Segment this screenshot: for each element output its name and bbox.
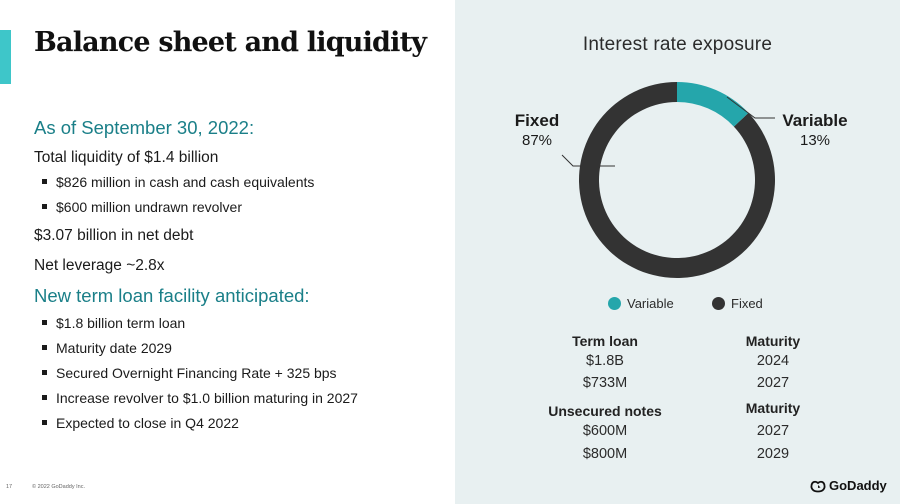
- legend-label-variable: Variable: [627, 296, 674, 311]
- variable-legend-dot: [608, 297, 621, 310]
- variable-slice-label: Variable 13%: [775, 110, 855, 150]
- term-loan-bullet: Secured Overnight Financing Rate + 325 b…: [34, 364, 444, 382]
- term-loan-maturity-header: Maturity: [745, 333, 801, 349]
- brand-logo: GoDaddy: [810, 478, 887, 493]
- term-loan-bullet: Maturity date 2029: [34, 339, 444, 357]
- term-loan-amount: $733M: [582, 375, 628, 391]
- unsecured-notes-maturity: 2027: [756, 423, 790, 439]
- term-loan-heading: New term loan facility anticipated:: [34, 285, 310, 306]
- term-loan-bullet: Expected to close in Q4 2022: [34, 414, 444, 432]
- net-debt-text: $3.07 billion in net debt: [34, 227, 194, 244]
- term-loan-bullet-list: $1.8 billion term loan Maturity date 202…: [34, 314, 444, 432]
- donut-slice-variable: [677, 82, 749, 127]
- interest-rate-panel: Interest rate exposure Fixed 87% Variabl…: [455, 0, 900, 504]
- total-liquidity-text: Total liquidity of $1.4 billion: [34, 149, 219, 166]
- term-loan-maturity: 2027: [756, 375, 790, 391]
- unsecured-notes-maturity-header: Maturity: [745, 400, 801, 416]
- net-leverage-text: Net leverage ~2.8x: [34, 257, 165, 274]
- leader-line-variable: [726, 96, 775, 119]
- unsecured-notes-header: Unsecured notes: [548, 403, 662, 419]
- fixed-label-name: Fixed: [514, 111, 560, 130]
- unsecured-notes-amount: $600M: [582, 423, 628, 439]
- variable-label-name: Variable: [782, 111, 848, 130]
- chart-title: Interest rate exposure: [582, 34, 773, 55]
- donut-chart: [561, 82, 775, 278]
- as-of-heading: As of September 30, 2022:: [34, 117, 255, 138]
- leader-line-fixed: [561, 154, 615, 167]
- legend-item-variable: Variable: [608, 296, 674, 311]
- brand-name: GoDaddy: [829, 478, 887, 493]
- liquidity-bullet: $826 million in cash and cash equivalent…: [34, 173, 444, 191]
- unsecured-notes-amount: $800M: [582, 446, 628, 462]
- liquidity-bullet-list: $826 million in cash and cash equivalent…: [34, 173, 444, 216]
- fixed-label-value: 87%: [521, 132, 553, 149]
- variable-label-value: 13%: [799, 132, 831, 149]
- title-accent-bar: [0, 30, 11, 84]
- fixed-legend-dot: [712, 297, 725, 310]
- page-number: 17: [6, 484, 13, 490]
- term-loan-bullet: $1.8 billion term loan: [34, 314, 444, 332]
- godaddy-logo-icon: [810, 480, 826, 492]
- term-loan-amount: $1.8B: [586, 353, 624, 369]
- term-loan-header: Term loan: [572, 333, 638, 349]
- legend-item-fixed: Fixed: [712, 296, 763, 311]
- copyright-text: © 2022 GoDaddy Inc.: [32, 484, 85, 490]
- slide-title: Balance sheet and liquidity: [34, 27, 427, 58]
- term-loan-maturity: 2024: [756, 353, 790, 369]
- liquidity-bullet: $600 million undrawn revolver: [34, 198, 444, 216]
- term-loan-bullet: Increase revolver to $1.0 billion maturi…: [34, 389, 444, 407]
- liquidity-summary: As of September 30, 2022: Total liquidit…: [34, 116, 444, 432]
- fixed-slice-label: Fixed 87%: [507, 110, 567, 150]
- unsecured-notes-maturity: 2029: [756, 446, 790, 462]
- legend-label-fixed: Fixed: [731, 296, 763, 311]
